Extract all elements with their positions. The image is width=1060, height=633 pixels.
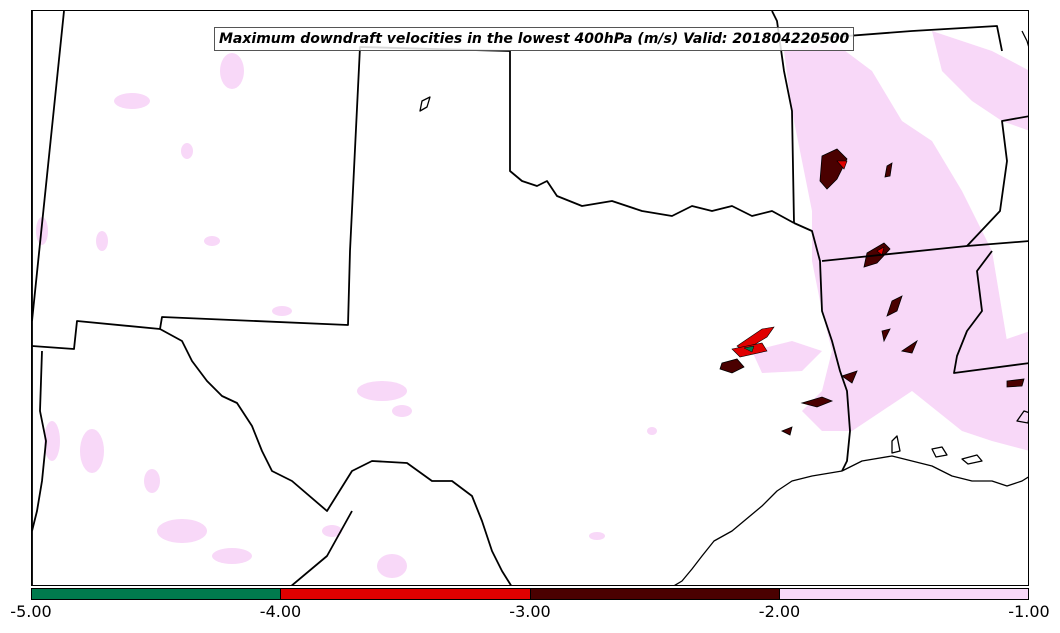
colorbar-tick: -5.00 [10,602,52,621]
extreme-downdraft-areas [743,345,755,353]
colorbar-tick: -2.00 [758,602,801,621]
colorbar-segment-strong [281,589,531,599]
weak-downdraft-areas [36,31,1028,578]
moderate-downdraft-areas [719,148,1025,436]
strong-downdraft-areas [731,160,885,358]
map-canvas [32,11,1028,585]
map-title: Maximum downdraft velocities in the lowe… [214,27,855,51]
colorbar-tick: -4.00 [259,602,302,621]
colorbar-tick: -3.00 [509,602,551,621]
colorbar-tick: -1.00 [1008,602,1050,621]
colorbar-segment-weak [779,589,1028,599]
colorbar [31,588,1029,600]
colorbar-ticks: -5.00 -4.00 -3.00 -2.00 -1.00 [0,602,1060,626]
colorbar-segment-moderate [530,589,780,599]
coastline [419,30,1028,585]
colorbar-segment-extreme [32,589,282,599]
state-boundaries [32,11,1028,585]
map-panel: Maximum downdraft velocities in the lowe… [31,10,1029,586]
